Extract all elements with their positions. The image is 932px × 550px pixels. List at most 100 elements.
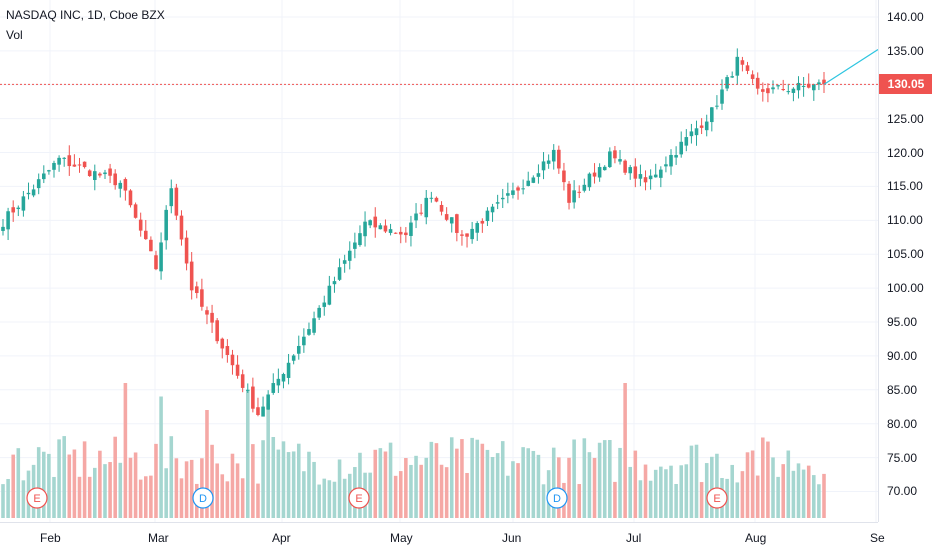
volume-bar (383, 451, 388, 518)
volume-bar (388, 442, 393, 518)
candle-body (62, 157, 66, 159)
volume-bar (77, 476, 82, 518)
volume-bar (118, 462, 123, 518)
volume-bar (653, 469, 658, 518)
volume-bar (740, 471, 745, 518)
volume-bar (179, 478, 184, 518)
candle-body (822, 79, 826, 85)
candle-body (791, 88, 796, 93)
volume-bar (659, 466, 663, 518)
volume-bar (215, 463, 219, 518)
dividend-marker[interactable] (546, 487, 568, 509)
candle-body (194, 286, 199, 294)
candle-body (363, 221, 367, 237)
earnings-marker[interactable] (706, 487, 728, 509)
candle-body (725, 77, 729, 89)
volume-bar (643, 464, 648, 518)
candle-body (26, 192, 31, 195)
volume-bar (87, 476, 92, 518)
candle-body (771, 87, 775, 90)
chart-plot-area[interactable]: E D E D E NASDAQ INC, 1D, Cboe BZX Vol (0, 0, 878, 522)
candle-body (638, 174, 643, 179)
earnings-marker[interactable] (348, 487, 370, 509)
dividend-marker[interactable] (192, 487, 214, 509)
candle-body (138, 219, 143, 231)
volume-bar (123, 383, 128, 518)
earnings-marker[interactable] (26, 487, 48, 509)
volume-bar (220, 474, 225, 518)
volume-bar (281, 441, 286, 518)
symbol-legend[interactable]: NASDAQ INC, 1D, Cboe BZX (6, 8, 165, 22)
volume-bar (587, 452, 592, 518)
price-tick-label: 125.00 (887, 111, 924, 126)
candle-body (337, 267, 342, 280)
volume-bar (133, 452, 138, 518)
candle-body (210, 312, 214, 323)
volume-bar (521, 447, 525, 518)
candle-body (521, 188, 525, 190)
candle-body (312, 318, 316, 333)
candle-body (531, 177, 536, 183)
volume-bar (786, 450, 791, 518)
volume-bar (103, 464, 107, 518)
candle-body (159, 242, 163, 272)
candle-body (235, 364, 240, 376)
candle-body (128, 190, 133, 206)
candle-body (108, 168, 112, 176)
volume-bar (618, 447, 622, 518)
volume-bar (704, 463, 709, 518)
candle-body (755, 77, 760, 89)
candle-body (613, 150, 617, 159)
volume-bar (444, 467, 449, 518)
event-marker-label: D (553, 493, 561, 505)
candle-body (414, 213, 418, 221)
candle-body (154, 255, 158, 270)
candle-body (398, 231, 403, 235)
candle-body (118, 182, 123, 189)
candle-body (781, 89, 785, 91)
volume-bar (373, 449, 378, 518)
volume-bar (368, 472, 372, 518)
candle-body (164, 209, 168, 241)
candle-body (582, 184, 587, 191)
candle-body (383, 225, 388, 232)
candle-body (449, 217, 454, 224)
candle-body (143, 230, 148, 240)
volume-bar (332, 481, 337, 518)
candle-body (251, 386, 255, 409)
price-scale[interactable]: 140.00135.00130.00125.00120.00115.00110.… (878, 0, 932, 522)
volume-bar (812, 475, 816, 518)
candle-body (332, 281, 337, 285)
candle-body (546, 160, 551, 164)
candle-body (761, 89, 765, 92)
volume-bar (623, 383, 627, 518)
candle-body (475, 223, 480, 233)
candle-body (439, 204, 444, 212)
volume-bar (475, 439, 480, 518)
candle-body (77, 164, 82, 166)
candle-body (551, 149, 556, 162)
candle-body (358, 233, 362, 246)
volume-bar (159, 396, 163, 518)
volume-bar (230, 453, 235, 518)
time-tick-label: Apr (272, 531, 291, 545)
volume-bar (608, 440, 612, 518)
candle-body (291, 355, 296, 361)
candle-body (1, 226, 5, 231)
volume-bar (225, 481, 230, 518)
candle-body (57, 157, 61, 165)
candle-body (103, 172, 107, 175)
volume-bar (108, 462, 112, 518)
candle-body (674, 155, 678, 158)
volume-bar (602, 440, 607, 518)
candle-body (653, 174, 658, 178)
volume-bar (511, 461, 515, 518)
volume-bar (470, 437, 474, 518)
volume-bar (128, 457, 133, 518)
volume-bar (648, 480, 653, 518)
volume-legend[interactable]: Vol (6, 28, 23, 42)
time-scale[interactable]: Feb Mar Apr May Jun Jul Aug Se (0, 522, 885, 550)
volume-bar (322, 478, 327, 518)
candle-body (82, 161, 87, 168)
